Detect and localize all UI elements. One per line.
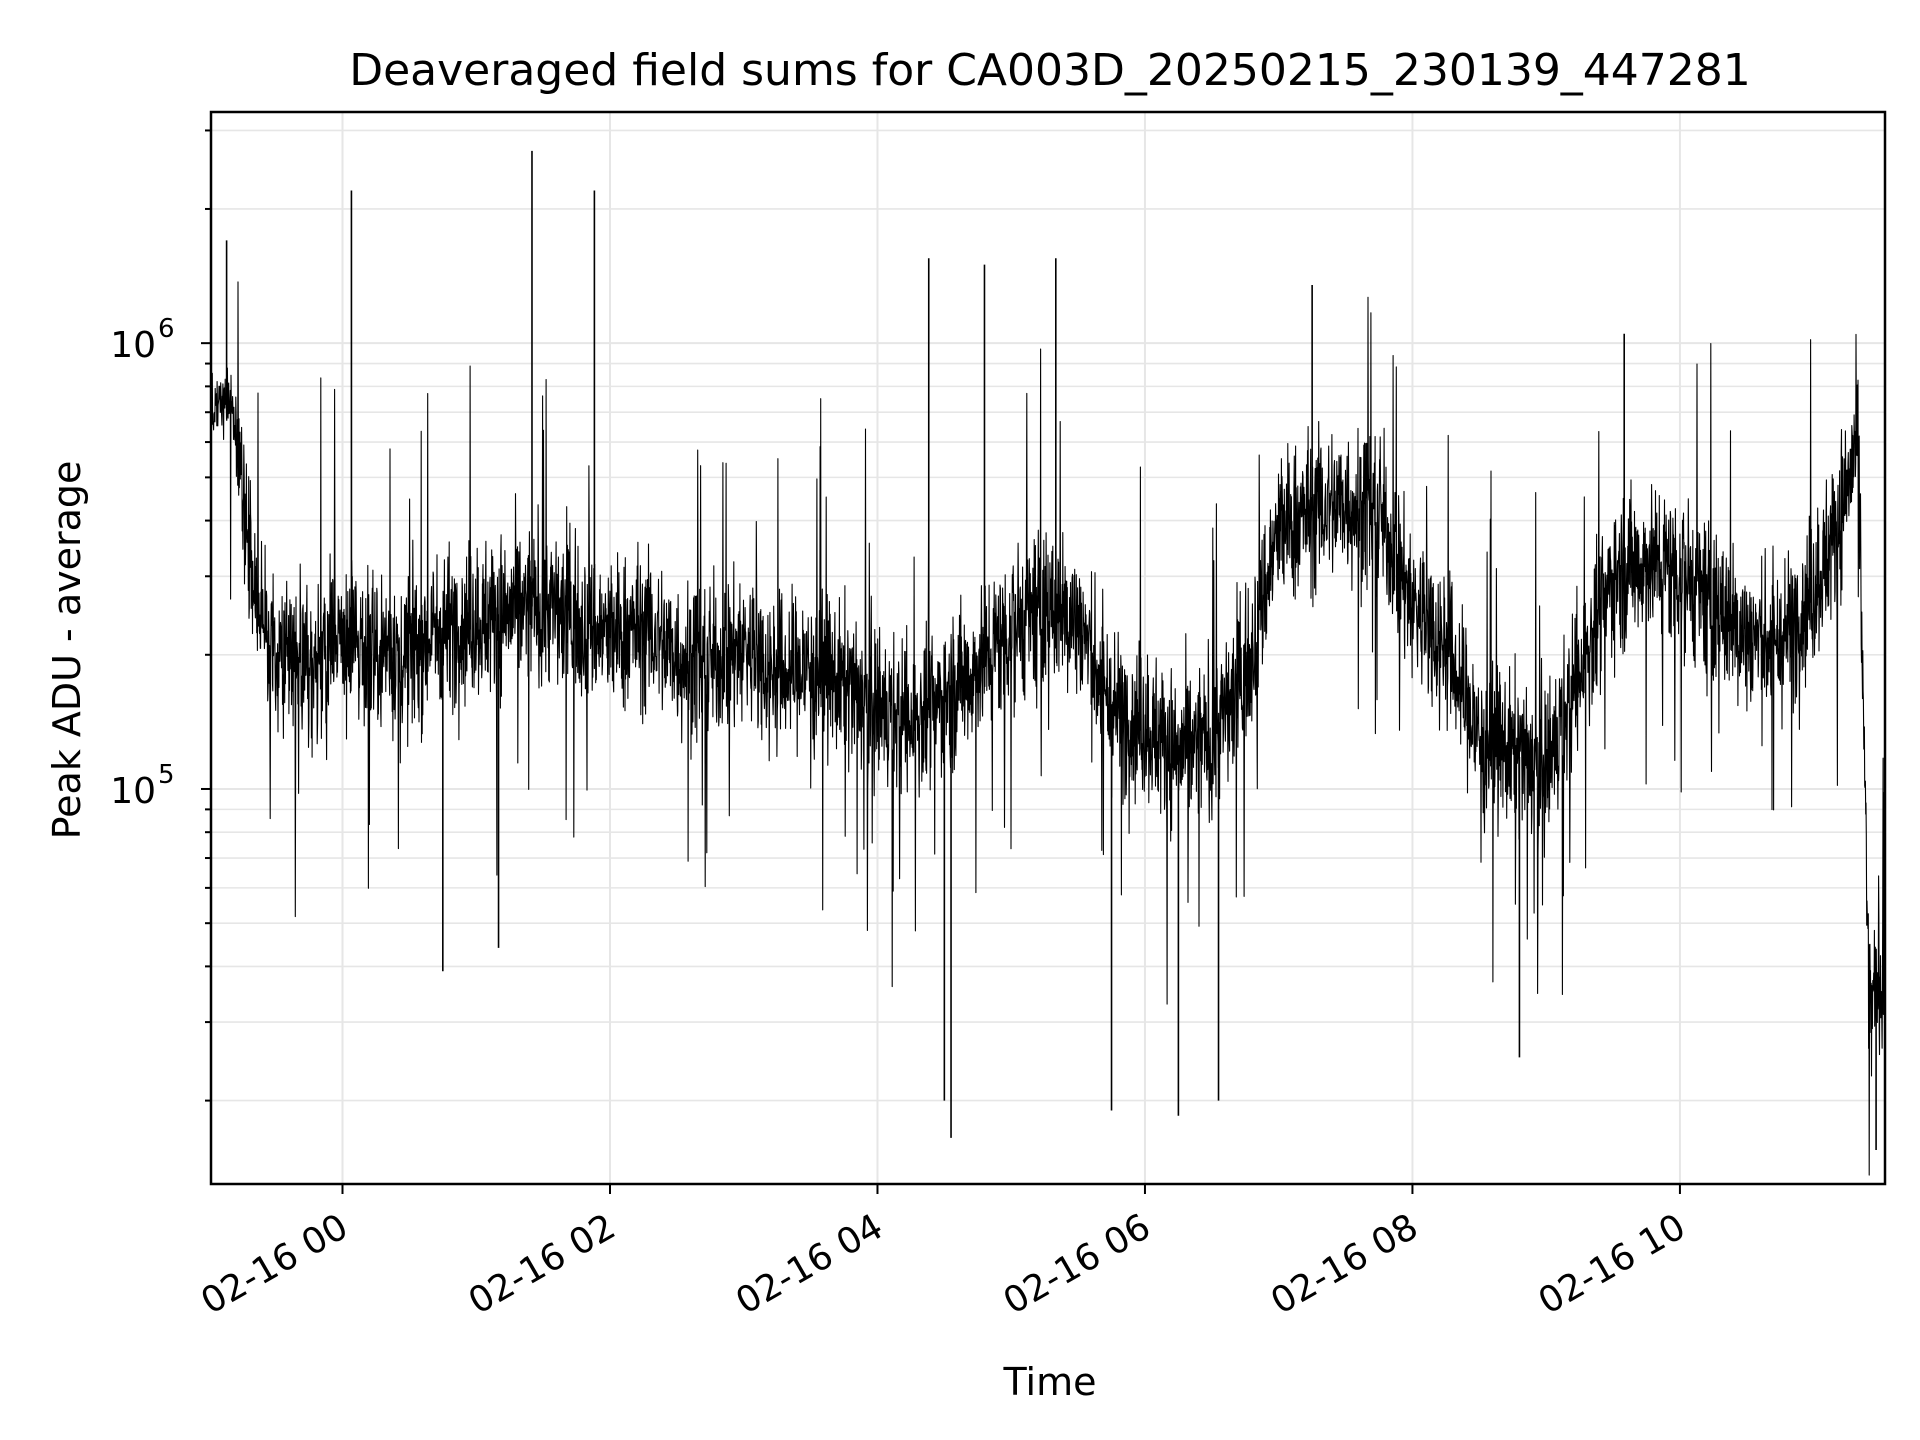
axes-frame — [209, 110, 1887, 1186]
plot-area — [210, 150, 1886, 1176]
y-tick-label: 10 — [110, 325, 156, 366]
y-tick-label: 10 — [110, 771, 156, 812]
y-axis-label: Peak ADU - average — [45, 461, 89, 840]
series-line — [210, 281, 1886, 1176]
x-axis-label: Time — [1003, 1360, 1097, 1404]
chart-title: Deaveraged field sums for CA003D_2025021… — [349, 45, 1751, 96]
y-tick-exponent: 6 — [158, 314, 175, 344]
y-tick-exponent: 5 — [158, 760, 175, 790]
